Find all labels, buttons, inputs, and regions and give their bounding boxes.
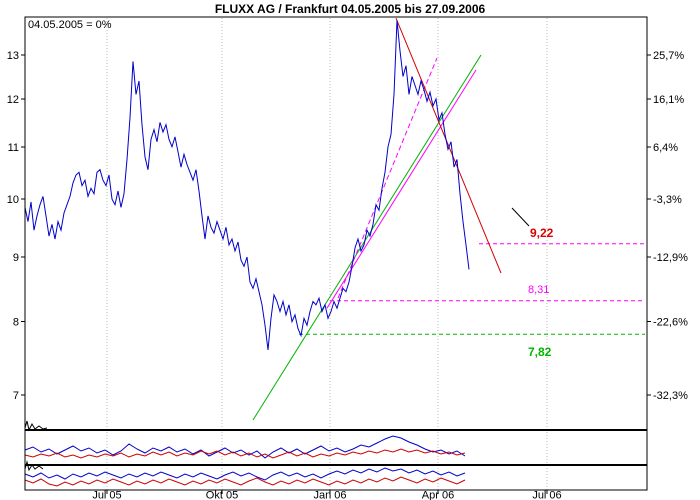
y-axis-label-left: 8 bbox=[13, 317, 19, 329]
indicator-line-panel1-blue bbox=[24, 435, 466, 459]
y-axis-label-left: 13 bbox=[7, 50, 19, 62]
downtrend-line-red[interactable] bbox=[395, 18, 502, 274]
y-axis-label-right: -22,6% bbox=[653, 317, 688, 329]
level-label-8,31[interactable]: 8,31 bbox=[528, 284, 549, 296]
y-axis-label-right: -32,3% bbox=[653, 390, 688, 402]
indicator-start-mark bbox=[24, 420, 48, 432]
x-axis-label: Apr 06 bbox=[422, 490, 454, 500]
base-date-note: 04.05.2005 = 0% bbox=[28, 19, 112, 31]
annotation-pointer-line[interactable] bbox=[511, 207, 530, 227]
channel-line-magenta-solid[interactable] bbox=[326, 69, 477, 309]
y-axis-label-left: 10 bbox=[7, 194, 19, 206]
y-axis-label-left: 7 bbox=[13, 390, 19, 402]
y-axis-label-right: -12,9% bbox=[653, 252, 688, 264]
price-line bbox=[24, 20, 470, 350]
y-axis-label-right: 25,7% bbox=[653, 50, 684, 62]
y-axis-label-left: 12 bbox=[7, 94, 19, 106]
indicator-line-panel2-red bbox=[24, 476, 466, 487]
y-axis-label-left: 11 bbox=[8, 142, 19, 154]
x-axis-label: Jul 05 bbox=[92, 490, 121, 500]
indicator-line-panel1-red bbox=[24, 448, 466, 459]
x-axis-label: Jul 06 bbox=[532, 490, 561, 500]
chart-frame bbox=[24, 16, 648, 491]
x-axis-label: Okt 05 bbox=[206, 490, 238, 500]
level-label-9,22[interactable]: 9,22 bbox=[530, 226, 554, 240]
y-axis-label-right: -3,3% bbox=[653, 194, 682, 206]
x-axis-label: Jan 06 bbox=[313, 490, 346, 500]
channel-line-magenta-dashed[interactable] bbox=[337, 57, 438, 299]
indicator-line-panel2-blue bbox=[24, 467, 466, 481]
level-label-7,82[interactable]: 7,82 bbox=[528, 345, 552, 359]
chart-title: FLUXX AG / Frankfurt 04.05.2005 bis 27.0… bbox=[214, 2, 486, 16]
uptrend-line-green[interactable] bbox=[252, 54, 482, 421]
y-axis-label-right: 16,1% bbox=[653, 94, 684, 106]
y-axis-label-left: 9 bbox=[13, 252, 19, 264]
y-axis-label-right: 6,4% bbox=[653, 142, 678, 154]
